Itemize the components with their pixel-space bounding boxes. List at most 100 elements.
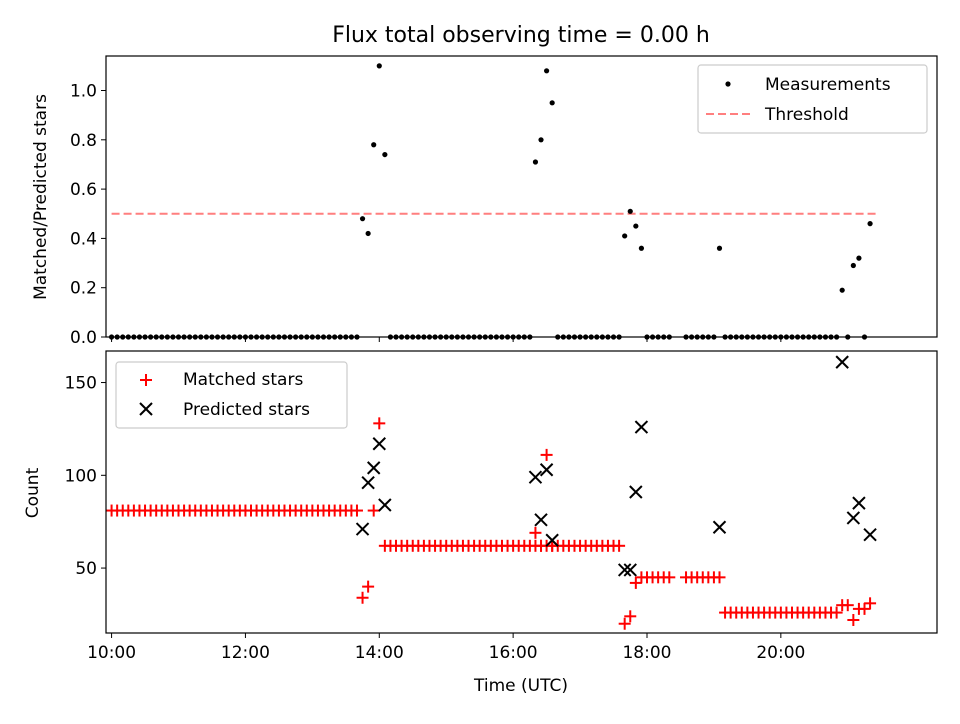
x-tick-label: 14:00	[355, 643, 404, 663]
matched-star-point	[841, 599, 854, 612]
legend-matched-marker	[140, 374, 152, 386]
matched-star-point	[540, 448, 553, 461]
predicted-star-point	[366, 461, 381, 475]
predicted-x-b	[712, 520, 727, 534]
predicted-star-point	[355, 522, 370, 536]
x-tick-label: 16:00	[489, 643, 538, 663]
measurement-point	[627, 208, 633, 214]
predicted-star-point	[846, 511, 861, 525]
bottom-legend-box	[115, 361, 348, 429]
predicted-x-b	[539, 463, 554, 477]
measurement-point	[850, 262, 856, 269]
predicted-x-b	[534, 513, 548, 527]
predicted-x-b	[852, 496, 866, 510]
count-marks	[105, 355, 877, 630]
predicted-star-point	[545, 533, 559, 547]
x-axis-label: Time (UTC)	[473, 676, 568, 696]
measurement-point	[359, 216, 366, 222]
measurement-point	[371, 142, 377, 148]
measurement-point	[538, 137, 544, 143]
bottom-y-tick-label: 150	[65, 374, 97, 394]
measurement-point	[638, 245, 645, 251]
predicted-x-b	[366, 461, 381, 475]
predicted-star-point	[712, 520, 727, 534]
legend-measurements-label: Measurements	[765, 75, 891, 95]
matched-star-point	[356, 591, 369, 604]
top-y-axis-label: Matched/Predicted stars	[31, 94, 51, 300]
matched-star-point	[378, 539, 391, 552]
top-legend-box	[697, 64, 928, 134]
matched-star-point	[613, 539, 626, 552]
top-y-ticks: 0.0 0.2 0.4 0.6 0.8 1.0	[70, 82, 106, 348]
matched-star-point	[618, 617, 631, 630]
top-y-tick-label: 0.2	[70, 279, 97, 299]
measurement-point	[549, 100, 555, 106]
predicted-star-point	[629, 485, 643, 499]
predicted-star-point	[617, 563, 632, 577]
predicted-star-point	[361, 476, 375, 490]
matched-star-point	[864, 597, 877, 610]
legend-matched-label: Matched stars	[183, 370, 303, 390]
legend-predicted-marker	[139, 402, 153, 416]
predicted-x-b	[863, 527, 877, 542]
measurement-point	[839, 287, 845, 293]
matched-star-point	[629, 576, 642, 589]
predicted-star-point	[539, 463, 554, 477]
measurement-point	[856, 255, 862, 261]
matched-star-point	[847, 614, 860, 627]
count-panel: Count Time (UTC) 50 100 150 10:00 12:00 14:0…	[23, 350, 938, 696]
legend-measurements-marker	[725, 81, 731, 87]
top-y-tick-label: 1.0	[70, 82, 97, 102]
matched-star-point	[535, 539, 548, 552]
predicted-x-b	[372, 437, 386, 451]
measurement-point	[382, 151, 388, 158]
predicted-x-b	[361, 476, 375, 490]
top-y-tick-label: 0.8	[70, 131, 97, 151]
predicted-star-point	[378, 498, 392, 512]
matched-star-point	[373, 417, 386, 430]
measurement-point	[633, 223, 639, 229]
x-tick-label: 10:00	[87, 643, 136, 663]
measurement-point	[622, 233, 628, 239]
bottom-axes-frame	[105, 350, 938, 634]
bottom-x-ticks: 10:00 12:00 14:00 16:00 18:00 20:00	[87, 633, 805, 663]
matched-star-point	[830, 606, 843, 619]
x-tick-label: 18:00	[622, 643, 671, 663]
bottom-y-ticks: 50 100 150	[65, 374, 106, 579]
matched-star-point	[546, 539, 559, 552]
predicted-x-b	[378, 498, 392, 512]
matched-star-point	[713, 571, 726, 584]
legend-threshold-label: Threshold	[764, 105, 849, 125]
measurement-point	[376, 63, 382, 69]
predicted-star-point	[835, 355, 849, 369]
matched-star-point	[529, 526, 542, 539]
predicted-x-b	[545, 533, 559, 547]
predicted-star-point	[372, 437, 386, 451]
top-y-tick-label: 0.4	[70, 229, 97, 249]
ratio-panel: Flux total observing time = 0.00 h Match…	[31, 23, 938, 348]
measurement-point	[532, 159, 539, 165]
bottom-y-tick-label: 100	[65, 466, 97, 486]
predicted-x-b	[617, 563, 632, 577]
x-tick-label: 20:00	[756, 643, 805, 663]
predicted-star-point	[623, 563, 637, 577]
top-legend: Measurements Threshold	[697, 64, 928, 134]
bottom-y-axis-label: Count	[23, 467, 43, 518]
predicted-star-point	[634, 420, 649, 434]
measurement-point	[716, 245, 723, 251]
bottom-legend: Matched stars Predicted stars	[115, 361, 348, 429]
matched-star-point	[663, 571, 676, 584]
bottom-y-tick-label: 50	[75, 559, 97, 579]
matched-star-point	[362, 580, 375, 593]
chart-title: Flux total observing time = 0.00 h	[332, 23, 710, 48]
predicted-x-b	[355, 522, 370, 536]
legend-predicted-label: Predicted stars	[183, 400, 310, 420]
predicted-x-b	[623, 563, 637, 577]
predicted-x-b	[634, 420, 649, 434]
top-y-tick-label: 0.0	[70, 328, 97, 348]
matched-star-point	[635, 571, 648, 584]
predicted-x-b	[846, 511, 861, 525]
top-y-tick-label: 0.6	[70, 180, 97, 200]
measurement-point	[365, 230, 371, 237]
